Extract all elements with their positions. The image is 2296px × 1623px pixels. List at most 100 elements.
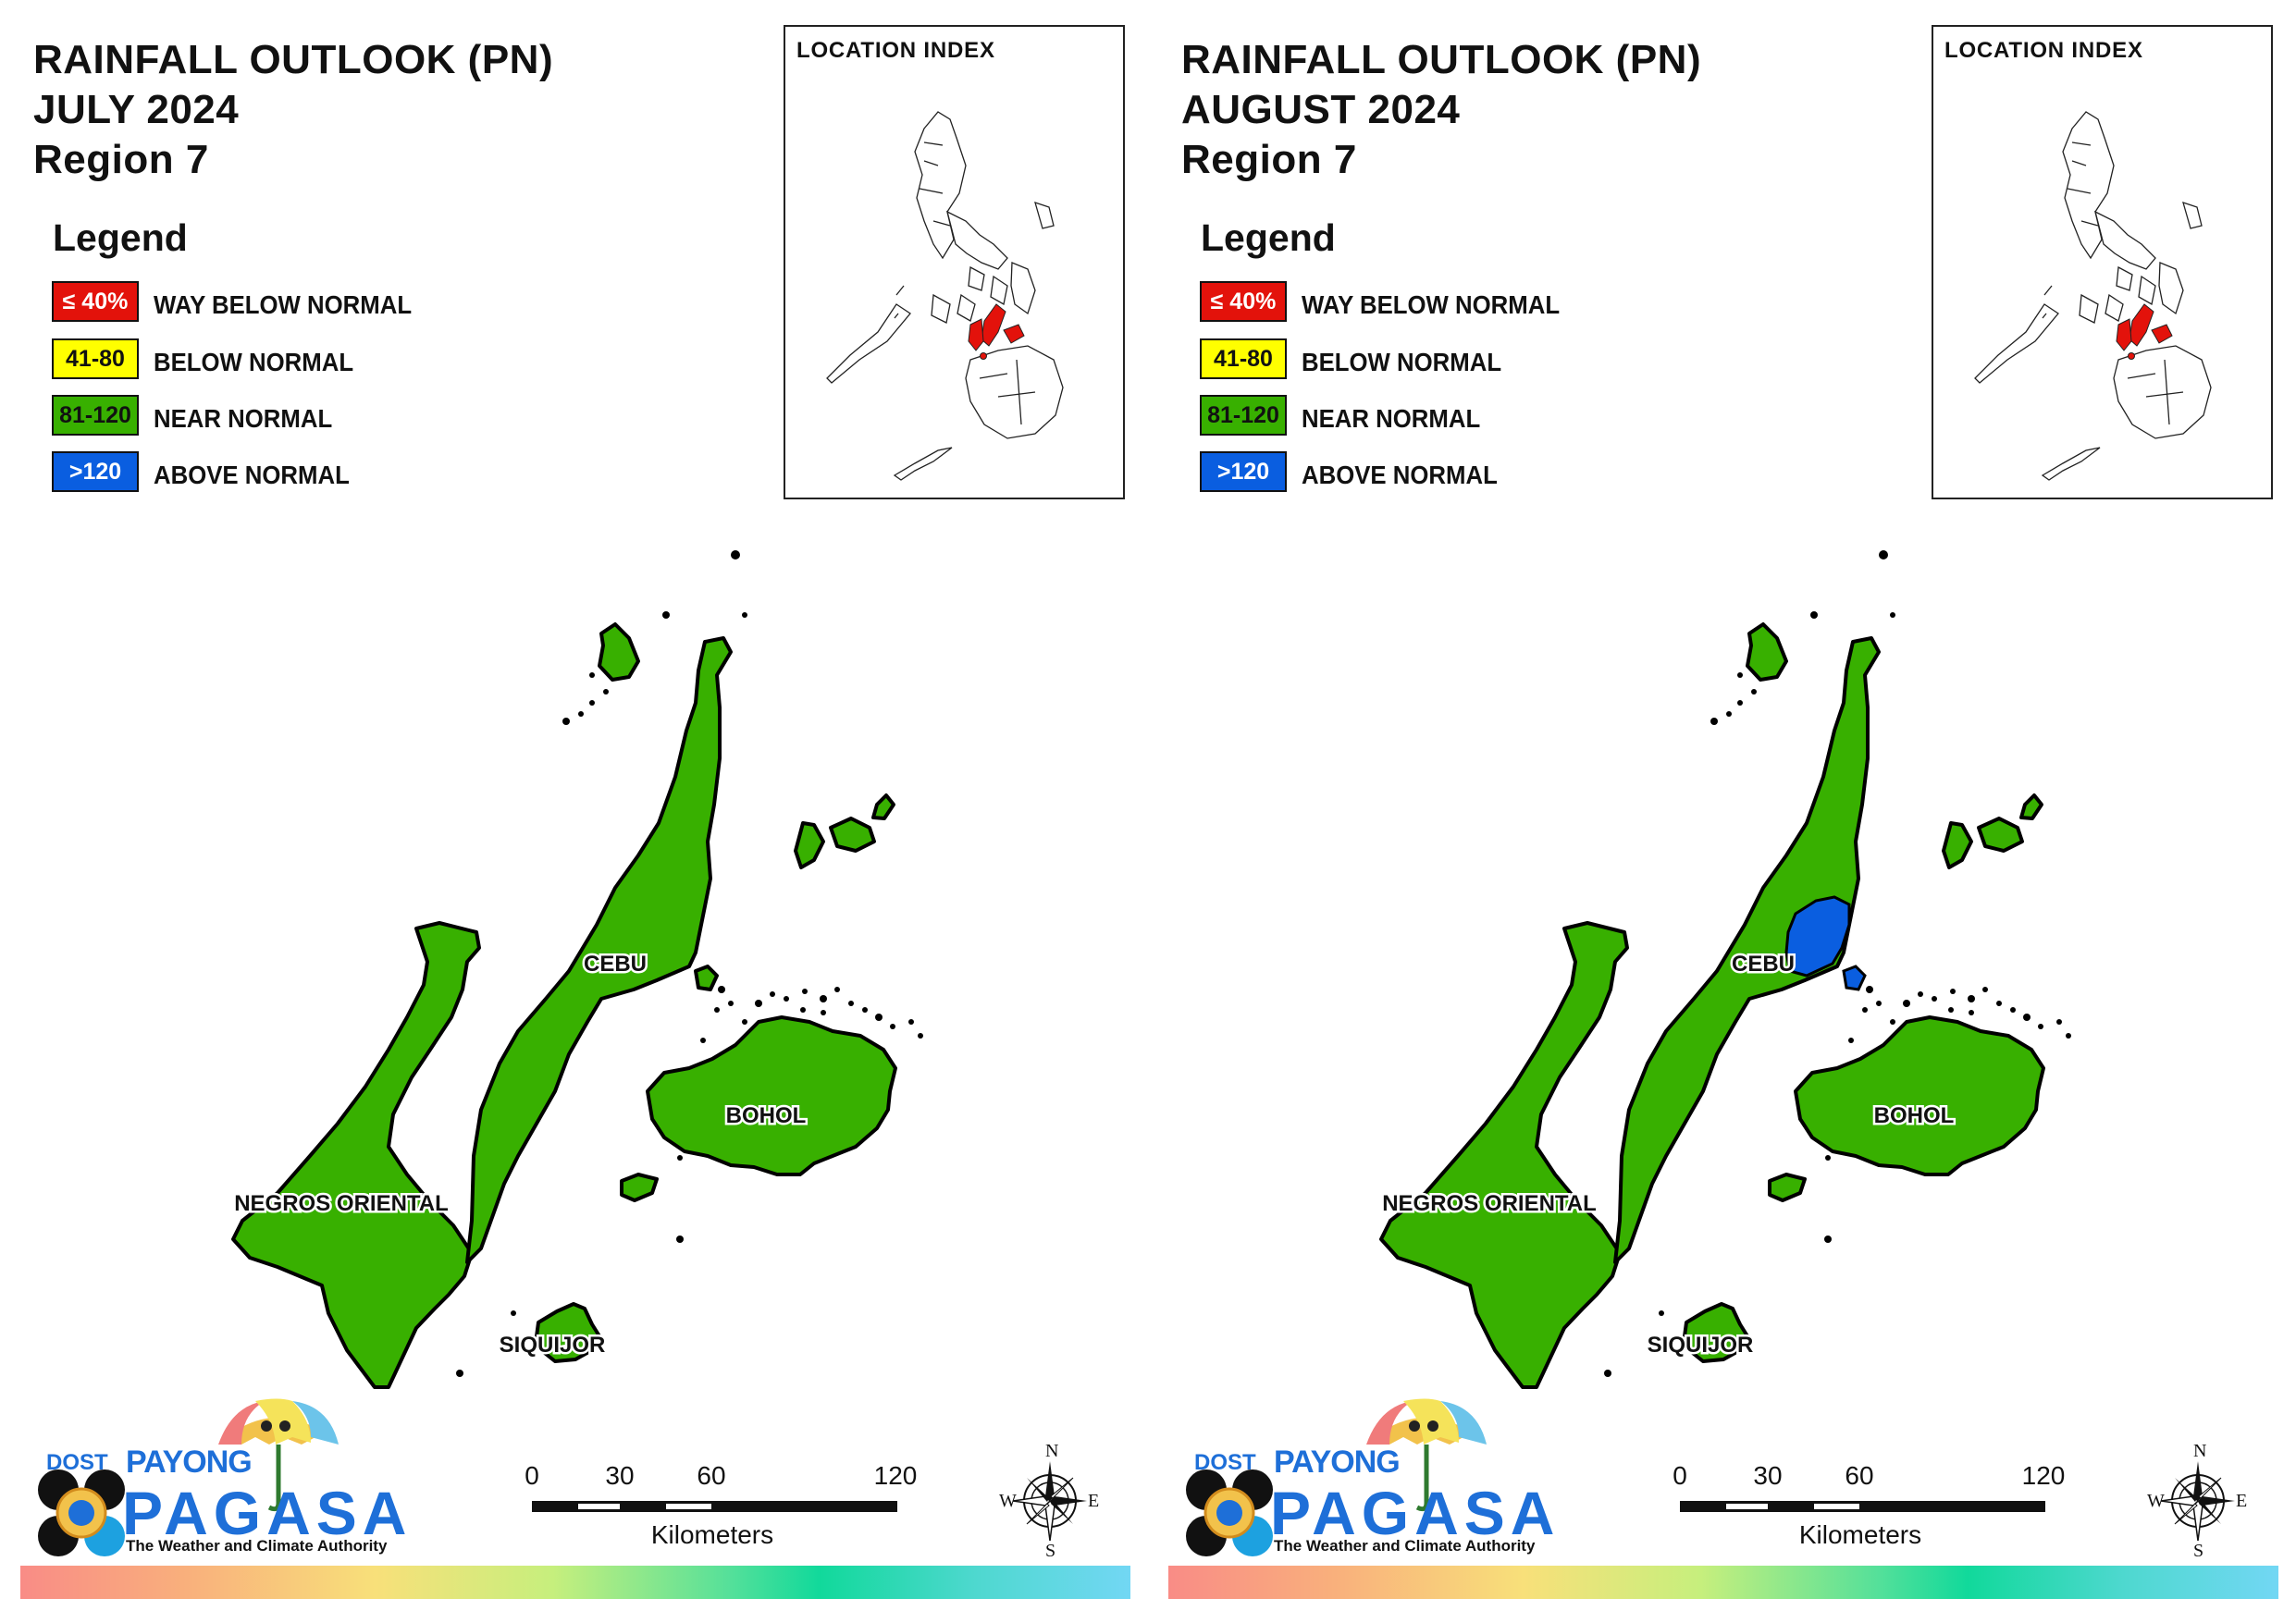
- legend-label: BELOW NORMAL: [1302, 348, 1502, 376]
- logo-pagasa: PAGASA: [1270, 1479, 1561, 1547]
- camotes-shape-3: [2019, 793, 2043, 820]
- outlook-panel-august: RAINFALL OUTLOOK (PN) AUGUST 2024 Region…: [1148, 0, 2296, 1623]
- label-siquijor: SIQUIJOR: [500, 1333, 606, 1358]
- scale-tick-60: 60: [1845, 1461, 1874, 1490]
- dost-seal-icon: [1186, 1469, 1273, 1556]
- scale-bar: 0 30 60 120 Kilometers: [518, 1461, 944, 1563]
- logo-tagline: The Weather and Climate Authority: [1274, 1537, 1536, 1555]
- logo-dost: DOST: [1194, 1450, 1256, 1475]
- above-normal-area: [1784, 895, 1867, 991]
- scale-tick-60: 60: [697, 1461, 726, 1490]
- legend-label: NEAR NORMAL: [154, 404, 333, 433]
- label-siquijor: SIQUIJOR: [1648, 1333, 1754, 1358]
- compass-n: N: [1045, 1441, 1059, 1461]
- label-negros-oriental: NEGROS ORIENTAL: [234, 1191, 449, 1216]
- camotes-shape: [1942, 821, 1973, 869]
- scale-bar-graphic: [532, 1501, 897, 1512]
- bohol-shape: [646, 1015, 897, 1176]
- title-month: AUGUST 2024: [1181, 87, 1461, 132]
- legend-label: BELOW NORMAL: [154, 348, 354, 376]
- gradient-footer-bar: [1168, 1566, 2278, 1599]
- philippines-index-map: [1974, 111, 2212, 481]
- region-7-highlight: [968, 303, 1025, 360]
- label-negros-oriental: NEGROS ORIENTAL: [1382, 1191, 1597, 1216]
- camotes-shape-2: [1977, 817, 2024, 853]
- legend-swatch: 41-80: [1200, 338, 1287, 379]
- metro-cebu-above-normal-shape: [1784, 895, 1851, 977]
- umbrella-icon: [218, 1398, 339, 1512]
- region-7-highlight: [2116, 303, 2173, 360]
- legend-swatch: ≤ 40%: [1200, 281, 1287, 322]
- compass-e: E: [2236, 1491, 2248, 1511]
- negros-oriental-shape: [231, 921, 481, 1389]
- title-month: JULY 2024: [33, 87, 240, 132]
- legend-title: Legend: [1201, 216, 1336, 259]
- logo-payong: PAYONG: [126, 1445, 253, 1480]
- scale-tick-0: 0: [1673, 1461, 1687, 1490]
- legend-title: Legend: [53, 216, 188, 259]
- scale-tick-120: 120: [873, 1461, 918, 1490]
- compass-icon: [2160, 1461, 2235, 1542]
- panglao-shape: [1768, 1173, 1807, 1202]
- label-cebu: CEBU: [584, 952, 647, 977]
- title-line-1: RAINFALL OUTLOOK (PN): [1181, 37, 1702, 82]
- logo-pagasa: PAGASA: [122, 1479, 413, 1547]
- compass-icon: [1012, 1461, 1087, 1542]
- legend-label: NEAR NORMAL: [1302, 404, 1481, 433]
- compass-w: W: [2147, 1491, 2165, 1511]
- compass-rose: N S E W: [2147, 1441, 2249, 1561]
- bohol-shape: [1794, 1015, 2045, 1176]
- payong-pagasa-logo: DOST PAYONG PAGASA The Weather and Clima…: [1181, 1387, 1570, 1563]
- legend-label: WAY BELOW NORMAL: [154, 290, 413, 319]
- label-bohol: BOHOL: [726, 1103, 807, 1128]
- bantayan-shape: [598, 622, 640, 682]
- cebu-shape: [1613, 636, 1881, 1264]
- title-region: Region 7: [33, 137, 209, 182]
- legend-label: ABOVE NORMAL: [1302, 461, 1498, 489]
- compass-s: S: [2193, 1541, 2204, 1561]
- umbrella-icon: [1366, 1398, 1487, 1512]
- scale-units: Kilometers: [650, 1520, 774, 1549]
- cebu-shape: [465, 636, 733, 1264]
- compass-n: N: [2193, 1441, 2207, 1461]
- scale-tick-0: 0: [525, 1461, 539, 1490]
- scale-bar-graphic: [1680, 1501, 2045, 1512]
- scale-tick-120: 120: [2021, 1461, 2066, 1490]
- mactan-above-normal-shape: [1842, 965, 1867, 991]
- label-cebu: CEBU: [1732, 952, 1795, 977]
- philippines-index-map: [826, 111, 1064, 481]
- legend-label: WAY BELOW NORMAL: [1302, 290, 1561, 319]
- bantayan-shape: [1746, 622, 1788, 682]
- compass-rose: N S E W: [999, 1441, 1101, 1561]
- label-bohol: BOHOL: [1874, 1103, 1955, 1128]
- location-index-inset: LOCATION INDEX: [1932, 25, 2273, 499]
- payong-pagasa-logo: DOST PAYONG PAGASA The Weather and Clima…: [33, 1387, 422, 1563]
- logo-dost: DOST: [46, 1450, 108, 1475]
- compass-e: E: [1088, 1491, 1100, 1511]
- scale-bar: 0 30 60 120 Kilometers: [1666, 1461, 2092, 1563]
- scale-units: Kilometers: [1798, 1520, 1922, 1549]
- camotes-shape-3: [871, 793, 895, 820]
- legend-swatch: 81-120: [52, 395, 139, 436]
- region-7-rainfall-map: CEBU BOHOL NEGROS ORIENTAL SIQUIJOR: [1379, 550, 2071, 1389]
- legend-swatch: >120: [1200, 451, 1287, 492]
- outlook-panel-july: RAINFALL OUTLOOK (PN) JULY 2024 Region 7…: [20, 25, 1130, 1599]
- title-line-1: RAINFALL OUTLOOK (PN): [33, 37, 554, 82]
- map-title: RAINFALL OUTLOOK (PN) JULY 2024 Region 7: [33, 35, 553, 185]
- logo-payong: PAYONG: [1274, 1445, 1401, 1480]
- dost-seal-icon: [38, 1469, 125, 1556]
- map-title: RAINFALL OUTLOOK (PN) AUGUST 2024 Region…: [1181, 35, 1701, 185]
- inset-title: LOCATION INDEX: [1944, 38, 2143, 63]
- mactan-shape: [694, 965, 719, 991]
- legend-swatch: 41-80: [52, 338, 139, 379]
- legend-label: ABOVE NORMAL: [154, 461, 350, 489]
- legend-swatch: 81-120: [1200, 395, 1287, 436]
- panglao-shape: [620, 1173, 659, 1202]
- scale-tick-30: 30: [605, 1461, 635, 1490]
- logo-tagline: The Weather and Climate Authority: [126, 1537, 388, 1555]
- compass-w: W: [999, 1491, 1017, 1511]
- inset-title: LOCATION INDEX: [796, 38, 995, 63]
- compass-s: S: [1045, 1541, 1056, 1561]
- location-index-inset: LOCATION INDEX: [784, 25, 1125, 499]
- gradient-footer-bar: [20, 1566, 1130, 1599]
